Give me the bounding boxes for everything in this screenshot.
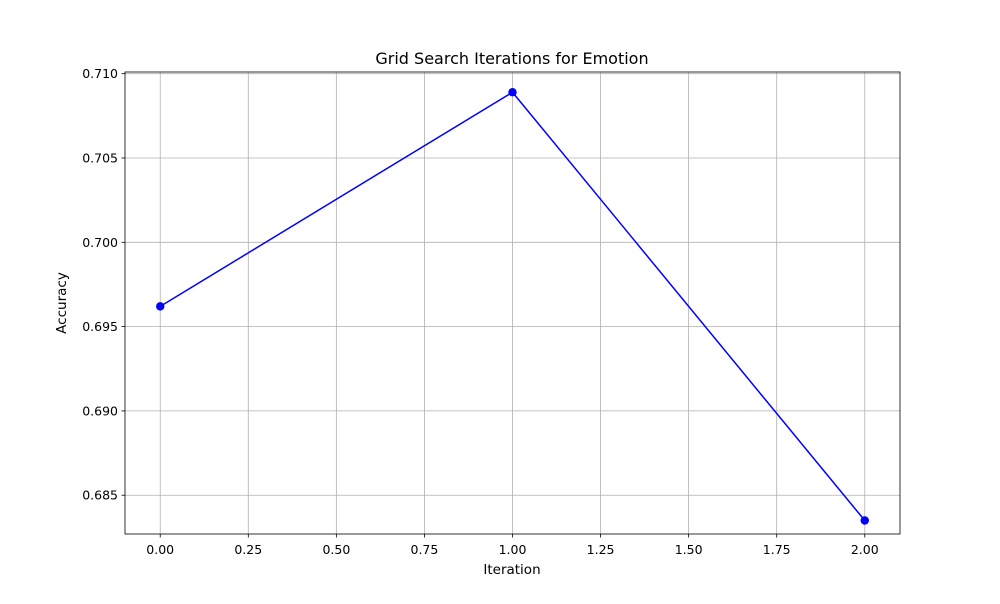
y-tick-label: 0.705 [82,150,118,165]
y-tick-label: 0.700 [82,235,118,250]
x-tick-label: 1.50 [675,542,703,557]
x-axis-label: Iteration [483,562,540,578]
y-tick-label: 0.695 [82,319,118,334]
chart-title: Grid Search Iterations for Emotion [375,49,648,68]
y-tick-label: 0.690 [82,403,118,418]
x-tick-label: 0.00 [146,542,174,557]
y-axis-ticks: 0.685 0.690 0.695 0.700 0.705 0.710 [82,66,125,503]
y-axis-label: Accuracy [54,272,70,334]
x-tick-label: 1.75 [763,542,791,557]
y-tick-label: 0.710 [82,66,118,81]
x-tick-label: 1.00 [499,542,527,557]
x-tick-label: 2.00 [851,542,879,557]
x-tick-label: 0.50 [322,542,350,557]
x-axis-ticks: 0.00 0.25 0.50 0.75 1.00 1.25 1.50 1.75 2.00 [146,534,879,557]
data-point [156,302,165,311]
x-tick-label: 0.75 [411,542,439,557]
grid-lines [125,72,900,534]
x-tick-label: 0.25 [234,542,262,557]
y-tick-label: 0.685 [82,488,118,503]
data-point [860,516,869,525]
data-series [156,88,869,525]
data-point [508,88,517,97]
x-tick-label: 1.25 [587,542,615,557]
